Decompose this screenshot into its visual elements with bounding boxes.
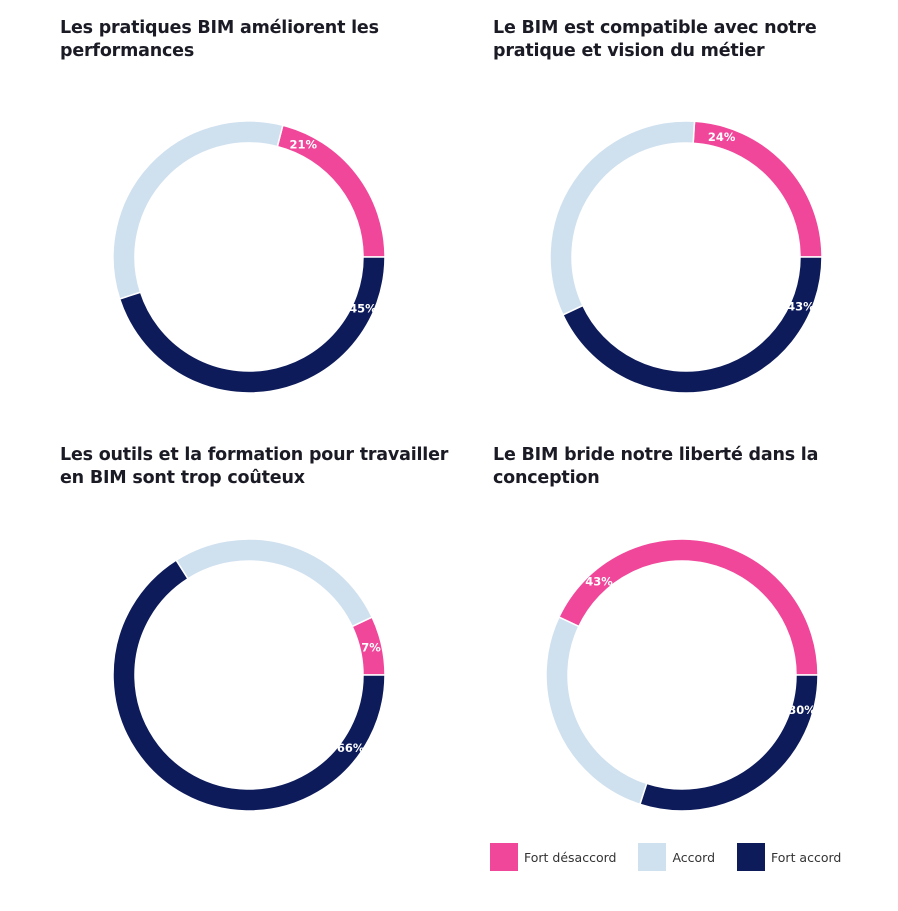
chart-title-2: Le BIM est compatible avec notre pratiqu… [493, 18, 817, 61]
donut-slice-fort-accord [561, 256, 823, 394]
slice-label-fort-desaccord: 7% [361, 641, 381, 655]
donut-slice-accord [112, 120, 284, 300]
donut-chart-4: 43% 30% [545, 538, 819, 812]
legend-item-fort-desaccord: Fort désaccord [490, 843, 616, 871]
legend-item-fort-accord: Fort accord [737, 843, 841, 871]
donut-slice-fort-desaccord [557, 538, 819, 676]
donut-slice-accord [545, 616, 648, 806]
chart-title-4: Le BIM bride notre liberté dans la conce… [493, 445, 819, 488]
slice-label-fort-accord: 30% [788, 703, 816, 717]
slice-label-fort-accord: 66% [337, 741, 365, 755]
donut-slice-accord [549, 120, 696, 316]
chart-legend: Fort désaccord Accord Fort accord [490, 843, 841, 871]
donut-chart-2: 24% 43% [549, 120, 823, 394]
donut-slice-accord [175, 538, 374, 628]
donut-chart-1: 21% 45% [112, 120, 386, 394]
donut-slice-fort-accord [639, 674, 819, 812]
chart-title-3: Les outils et la formation pour travaill… [60, 445, 449, 488]
legend-label-fort-desaccord: Fort désaccord [524, 849, 617, 865]
legend-item-accord: Accord [638, 843, 715, 871]
legend-swatch-fort-desaccord [490, 843, 518, 871]
legend-label-accord: Accord [672, 849, 716, 865]
slice-label-fort-accord: 45% [349, 301, 377, 315]
slice-label-fort-accord: 43% [787, 299, 815, 313]
donut-slice-fort-accord [118, 256, 386, 394]
donut-chart-3: 7% 66% [112, 538, 386, 812]
slice-label-fort-desaccord: 43% [585, 575, 613, 589]
donut-slice-fort-accord [112, 559, 386, 812]
chart-title-1: Les pratiques BIM améliorent les perform… [60, 18, 379, 61]
slice-label-fort-desaccord: 21% [290, 137, 318, 151]
legend-swatch-fort-accord [737, 843, 766, 871]
legend-label-fort-accord: Fort accord [771, 849, 842, 865]
legend-swatch-accord [638, 843, 667, 871]
slice-label-fort-desaccord: 24% [708, 130, 736, 144]
